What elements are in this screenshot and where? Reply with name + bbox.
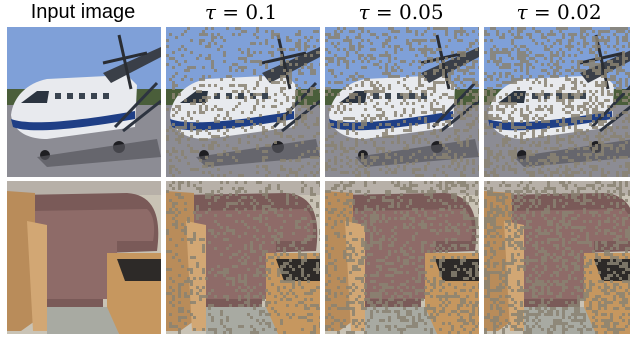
wood-post bbox=[504, 221, 524, 331]
tau-value: 0.1 bbox=[245, 0, 278, 24]
interior-image bbox=[484, 181, 630, 334]
panel-interior-input bbox=[7, 181, 161, 334]
column-header-tau-0.05: τ = 0.05 bbox=[358, 0, 444, 24]
panel-interior-tau-0.02 bbox=[484, 181, 630, 334]
tau-value: 0.05 bbox=[399, 0, 444, 24]
noise-overlay bbox=[484, 181, 630, 334]
interior-image bbox=[7, 181, 161, 334]
ceiling-region bbox=[7, 181, 161, 195]
propeller bbox=[102, 34, 148, 90]
panel-airplane-tau-0.1 bbox=[166, 27, 320, 177]
cockpit-window bbox=[498, 91, 526, 103]
fuselage-stripe bbox=[11, 111, 135, 131]
airplane-image bbox=[325, 27, 479, 177]
tau-symbol: τ bbox=[204, 0, 216, 24]
noise-overlay bbox=[166, 181, 320, 334]
noise-overlay bbox=[484, 27, 630, 177]
wall-face bbox=[31, 209, 155, 299]
noise-overlay bbox=[325, 27, 479, 177]
plane-shadow bbox=[355, 139, 479, 167]
airplane-image bbox=[7, 27, 161, 177]
cabin-window bbox=[103, 93, 109, 99]
cabin-window bbox=[55, 93, 61, 99]
airplane-image bbox=[484, 27, 630, 177]
wall-face bbox=[190, 209, 314, 299]
interior-image bbox=[166, 181, 320, 334]
column-header-tau-0.1: τ = 0.1 bbox=[204, 0, 278, 24]
panel-airplane-tau-0.02 bbox=[484, 27, 630, 177]
floor-tiles bbox=[47, 307, 119, 334]
cabin-window bbox=[79, 93, 85, 99]
tau-value: 0.02 bbox=[557, 0, 602, 24]
cabin-window bbox=[373, 93, 379, 99]
cabin-window bbox=[67, 93, 73, 99]
noise-overlay bbox=[166, 27, 320, 177]
cabin-window bbox=[385, 93, 391, 99]
wing bbox=[103, 47, 161, 83]
tau-symbol: τ bbox=[358, 0, 370, 24]
noise-overlay bbox=[325, 181, 479, 334]
panel-airplane-tau-0.05 bbox=[325, 27, 479, 177]
panel-interior-tau-0.1 bbox=[166, 181, 320, 334]
panel-airplane-input bbox=[7, 27, 161, 177]
interior-image bbox=[325, 181, 479, 334]
cabin-window bbox=[238, 93, 244, 99]
plane-shadow bbox=[37, 139, 161, 167]
airplane-image bbox=[166, 27, 320, 177]
fuselage-stripe bbox=[329, 111, 453, 131]
column-header-text: Input image bbox=[30, 1, 136, 23]
fuselage-stripe bbox=[170, 111, 294, 131]
column-header-tau-0.02: τ = 0.02 bbox=[516, 0, 602, 24]
cabin-window bbox=[91, 93, 97, 99]
plane-shadow bbox=[196, 139, 320, 167]
wood-post bbox=[27, 221, 47, 331]
box-opening bbox=[594, 259, 630, 281]
cabin-window bbox=[262, 93, 268, 99]
landing-strut bbox=[113, 81, 161, 133]
tau-symbol: τ bbox=[516, 0, 528, 24]
box-opening bbox=[117, 259, 161, 281]
column-header-input: Input image bbox=[6, 0, 160, 24]
propeller bbox=[261, 34, 307, 90]
cabin-window bbox=[409, 93, 415, 99]
cockpit-window bbox=[21, 91, 49, 103]
panel-interior-tau-0.05 bbox=[325, 181, 479, 334]
